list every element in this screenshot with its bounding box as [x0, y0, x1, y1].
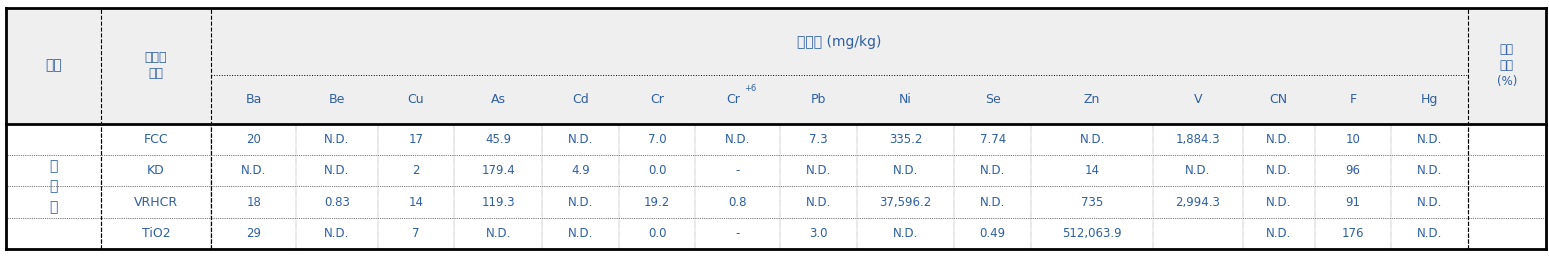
Text: KD: KD: [147, 164, 164, 177]
Text: N.D.: N.D.: [1417, 133, 1442, 146]
Text: N.D.: N.D.: [892, 164, 919, 177]
Text: N.D.: N.D.: [1266, 196, 1292, 209]
Text: 45.9: 45.9: [485, 133, 511, 146]
Text: 0.8: 0.8: [728, 196, 747, 209]
Text: Ba: Ba: [246, 93, 262, 106]
Text: Cd: Cd: [572, 93, 589, 106]
Text: N.D.: N.D.: [568, 227, 593, 240]
Bar: [101, 8, 212, 124]
Text: Cr: Cr: [651, 93, 665, 106]
Text: 7.3: 7.3: [809, 133, 827, 146]
Text: Cu: Cu: [407, 93, 424, 106]
Text: 3.0: 3.0: [809, 227, 827, 240]
Text: Hg: Hg: [1420, 93, 1437, 106]
Text: 0.49: 0.49: [979, 227, 1005, 240]
Text: N.D.: N.D.: [892, 227, 919, 240]
Text: N.D.: N.D.: [1266, 227, 1292, 240]
Bar: [1468, 8, 1546, 124]
Text: 0.83: 0.83: [324, 196, 350, 209]
Text: 1,884.3: 1,884.3: [1176, 133, 1221, 146]
Bar: [212, 75, 1468, 124]
Text: +6: +6: [744, 84, 756, 93]
Text: N.D.: N.D.: [1417, 196, 1442, 209]
Text: N.D.: N.D.: [1185, 164, 1211, 177]
Text: Pb: Pb: [810, 93, 826, 106]
Text: 18: 18: [246, 196, 262, 209]
Text: 중금속 (mg/kg): 중금속 (mg/kg): [798, 34, 881, 49]
Text: 0.0: 0.0: [647, 227, 666, 240]
Text: 176: 176: [1341, 227, 1365, 240]
Text: 2: 2: [412, 164, 420, 177]
Text: 335.2: 335.2: [889, 133, 922, 146]
Text: N.D.: N.D.: [1266, 133, 1292, 146]
Text: V: V: [1194, 93, 1202, 106]
Text: N.D.: N.D.: [805, 196, 832, 209]
Text: N.D.: N.D.: [1080, 133, 1104, 146]
Text: 20: 20: [246, 133, 262, 146]
Text: N.D.: N.D.: [568, 133, 593, 146]
Text: Cr: Cr: [726, 93, 740, 106]
Text: N.D.: N.D.: [981, 164, 1005, 177]
Text: -: -: [736, 164, 740, 177]
Text: N.D.: N.D.: [981, 196, 1005, 209]
Text: 7.74: 7.74: [979, 133, 1005, 146]
Text: 7.0: 7.0: [647, 133, 666, 146]
Text: N.D.: N.D.: [1417, 227, 1442, 240]
Text: 29: 29: [246, 227, 262, 240]
Text: 10: 10: [1346, 133, 1360, 146]
Text: 17: 17: [409, 133, 423, 146]
Text: Ni: Ni: [898, 93, 912, 106]
Text: 14: 14: [1084, 164, 1100, 177]
Text: As: As: [491, 93, 507, 106]
Text: 7: 7: [412, 227, 420, 240]
Text: N.D.: N.D.: [324, 227, 350, 240]
Text: N.D.: N.D.: [242, 164, 266, 177]
Text: N.D.: N.D.: [1266, 164, 1292, 177]
Text: 2,994.3: 2,994.3: [1176, 196, 1221, 209]
Text: N.D.: N.D.: [324, 164, 350, 177]
Text: N.D.: N.D.: [1417, 164, 1442, 177]
Text: 91: 91: [1346, 196, 1360, 209]
Text: 119.3: 119.3: [482, 196, 516, 209]
Text: Zn: Zn: [1084, 93, 1100, 106]
Text: Be: Be: [328, 93, 345, 106]
Text: CN: CN: [1270, 93, 1287, 106]
Text: 37,596.2: 37,596.2: [880, 196, 931, 209]
Text: Se: Se: [985, 93, 1001, 106]
Text: 512,063.9: 512,063.9: [1063, 227, 1121, 240]
Text: 14: 14: [409, 196, 423, 209]
Bar: [6, 124, 101, 249]
Text: 수분
함량
(%): 수분 함량 (%): [1496, 43, 1516, 88]
Text: 구분: 구분: [45, 59, 62, 73]
Text: FCC: FCC: [144, 133, 169, 146]
Text: 96: 96: [1346, 164, 1360, 177]
Text: F: F: [1349, 93, 1357, 106]
Bar: [212, 8, 1468, 75]
Text: 179.4: 179.4: [482, 164, 516, 177]
Text: 735: 735: [1081, 196, 1103, 209]
Text: N.D.: N.D.: [805, 164, 832, 177]
Text: 폐
촉
매: 폐 촉 매: [50, 159, 57, 214]
Text: N.D.: N.D.: [485, 227, 511, 240]
Text: TiO2: TiO2: [143, 227, 170, 240]
Text: -: -: [736, 227, 740, 240]
Text: VRHCR: VRHCR: [135, 196, 178, 209]
Bar: [6, 8, 101, 124]
Text: 19.2: 19.2: [644, 196, 671, 209]
Text: N.D.: N.D.: [568, 196, 593, 209]
Text: 4.9: 4.9: [572, 164, 590, 177]
Text: N.D.: N.D.: [725, 133, 750, 146]
Text: N.D.: N.D.: [324, 133, 350, 146]
Text: 0.0: 0.0: [647, 164, 666, 177]
Text: 폐기물
종류: 폐기물 종류: [146, 51, 167, 80]
